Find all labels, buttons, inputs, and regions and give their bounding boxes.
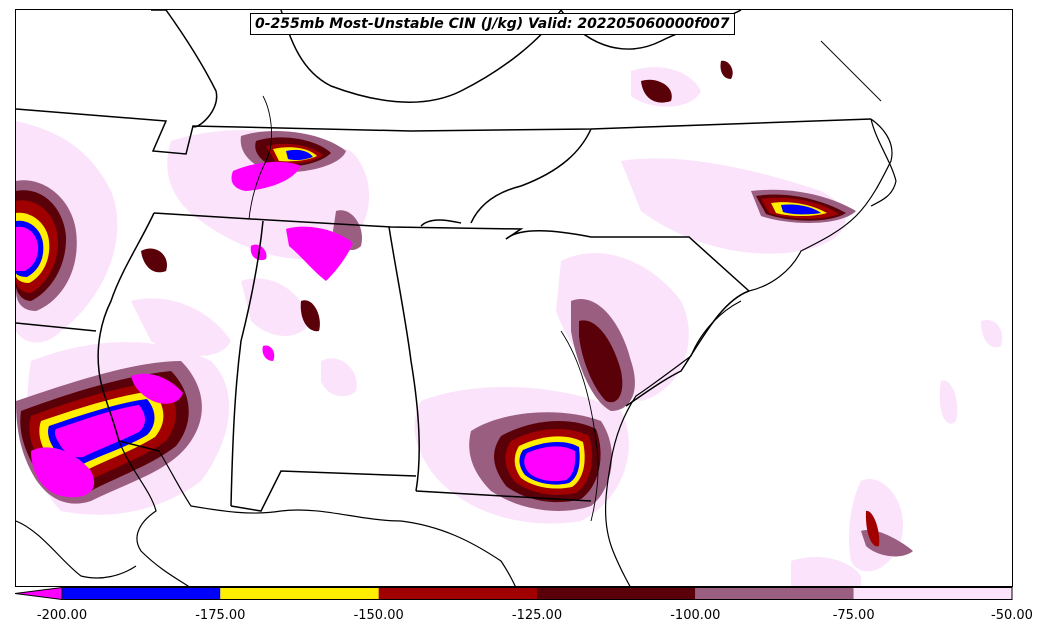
colorbar-segment-0 (62, 587, 221, 600)
colorbar (15, 587, 1013, 600)
map-title: 0-255mb Most-Unstable CIN (J/kg) Valid: … (250, 13, 735, 35)
colorbar-border (61, 587, 1013, 600)
colorbar-tick-label: -50.00 (991, 608, 1033, 623)
colorbar-segment-3 (537, 587, 696, 600)
colorbar-segment-4 (695, 587, 854, 600)
colorbar-tick-label: -75.00 (832, 608, 875, 623)
coastline (16, 118, 897, 586)
colorbar-extend-low (15, 587, 63, 600)
colorbar-tick-label: -150.00 (353, 608, 404, 623)
state-borders (16, 10, 872, 512)
colorbar-tick-label: -200.00 (36, 608, 88, 623)
colorbar-tick-label: -175.00 (195, 608, 246, 623)
rivers (248, 40, 882, 522)
cin-light-pink-fill (16, 67, 1003, 586)
colorbar-segment-5 (853, 587, 1012, 600)
colorbar-segment-1 (220, 587, 379, 600)
colorbar-tick-label: -100.00 (670, 608, 721, 623)
cin-magenta-fill (16, 161, 576, 498)
cin-map (16, 10, 1003, 586)
colorbar-tick-label: -125.00 (511, 608, 563, 623)
map-panel (15, 9, 1013, 587)
colorbar-segment-2 (378, 587, 537, 600)
